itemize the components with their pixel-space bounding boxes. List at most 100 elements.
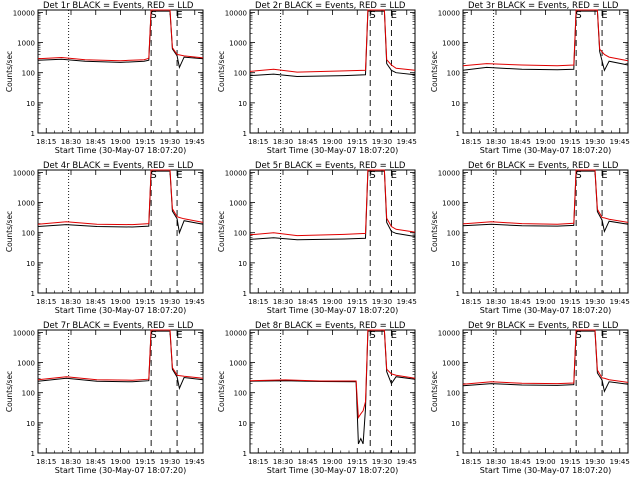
- x-tick-label: 19:00: [322, 138, 342, 146]
- x-tick-label: 18:45: [86, 138, 106, 146]
- x-axis-label: Start Time (30-May-07 18:07:20): [480, 466, 611, 475]
- y-tick-label: 10: [238, 420, 247, 428]
- x-tick-label: 18:45: [86, 298, 106, 306]
- y-tick-label: 1000: [442, 40, 460, 48]
- x-axis-label: Start Time (30-May-07 18:07:20): [55, 306, 186, 315]
- x-tick-label: 18:45: [298, 458, 318, 466]
- x-tick-label: 19:15: [135, 138, 155, 146]
- x-tick-label: 18:30: [61, 458, 81, 466]
- y-tick-label: 10000: [13, 329, 35, 337]
- x-tick-label: 19:15: [560, 458, 580, 466]
- x-tick-label: 19:15: [347, 298, 367, 306]
- y-tick-label: 10000: [438, 169, 460, 177]
- y-tick-label: 10: [451, 100, 460, 108]
- x-axis-label: Start Time (30-May-07 18:07:20): [267, 146, 398, 155]
- marker-s: S: [150, 330, 156, 341]
- x-tick-label: 19:30: [372, 138, 392, 146]
- x-tick-label: 19:00: [322, 298, 342, 306]
- y-tick-label: 1: [243, 450, 247, 458]
- series-line-1: [249, 330, 416, 445]
- series-line-1: [462, 170, 629, 233]
- marker-e: E: [176, 10, 182, 21]
- chart-title: Det 1r BLACK = Events, RED = LLD: [43, 1, 194, 11]
- y-tick-label: 1000: [17, 40, 35, 48]
- y-axis-label: Counts/sec: [5, 371, 14, 412]
- chart-panel-1: Det 1r BLACK = Events, RED = LLD 1 10 100 10…: [5, 1, 205, 155]
- x-tick-label: 19:15: [347, 138, 367, 146]
- marker-e: E: [601, 170, 607, 181]
- chart-title: Det 2r BLACK = Events, RED = LLD: [255, 1, 406, 11]
- series-line-1: [37, 330, 204, 390]
- y-axis-label: Counts/sec: [430, 51, 439, 92]
- x-tick-label: 19:15: [560, 298, 580, 306]
- y-tick-label: 100: [447, 390, 460, 398]
- chart-panel-8: Det 8r BLACK = Events, RED = LLD 1 10 100 10…: [217, 321, 417, 475]
- x-tick-label: 18:15: [461, 298, 481, 306]
- x-tick-label: 18:15: [461, 458, 481, 466]
- marker-s: S: [369, 330, 375, 341]
- y-tick-label: 1000: [17, 360, 35, 368]
- x-tick-label: 19:00: [110, 458, 130, 466]
- x-tick-label: 18:45: [298, 298, 318, 306]
- y-tick-label: 100: [234, 230, 247, 238]
- y-tick-label: 10: [26, 100, 35, 108]
- marker-s: S: [150, 170, 156, 181]
- x-tick-label: 19:45: [185, 458, 205, 466]
- y-tick-label: 1: [243, 290, 247, 298]
- y-tick-label: 1000: [229, 40, 247, 48]
- x-tick-label: 19:15: [135, 298, 155, 306]
- x-tick-label: 18:15: [36, 298, 56, 306]
- y-tick-label: 1: [31, 130, 35, 138]
- chart-title: Det 8r BLACK = Events, RED = LLD: [255, 321, 406, 331]
- x-axis-label: Start Time (30-May-07 18:07:20): [55, 146, 186, 155]
- x-tick-label: 18:45: [511, 138, 531, 146]
- y-tick-label: 100: [447, 70, 460, 78]
- x-tick-label: 19:00: [322, 458, 342, 466]
- y-tick-label: 1000: [442, 360, 460, 368]
- x-tick-label: 18:45: [511, 458, 531, 466]
- y-tick-label: 100: [22, 70, 35, 78]
- y-tick-label: 1000: [229, 360, 247, 368]
- x-axis-label: Start Time (30-May-07 18:07:20): [267, 466, 398, 475]
- chart-panel-2: Det 2r BLACK = Events, RED = LLD 1 10 100 10…: [217, 1, 417, 155]
- y-tick-label: 10000: [13, 9, 35, 17]
- y-tick-label: 10: [451, 420, 460, 428]
- series-line-1: [249, 170, 416, 241]
- x-tick-label: 19:45: [610, 138, 630, 146]
- x-axis-label: Start Time (30-May-07 18:07:20): [55, 466, 186, 475]
- y-tick-label: 100: [234, 390, 247, 398]
- x-tick-label: 18:45: [511, 298, 531, 306]
- y-axis-label: Counts/sec: [5, 51, 14, 92]
- series-line-2: [462, 329, 629, 385]
- x-tick-label: 19:30: [372, 458, 392, 466]
- y-tick-label: 100: [22, 230, 35, 238]
- x-tick-label: 18:30: [61, 298, 81, 306]
- x-tick-label: 18:30: [486, 298, 506, 306]
- x-tick-label: 18:30: [273, 298, 293, 306]
- x-tick-label: 19:45: [397, 458, 417, 466]
- y-tick-label: 10000: [438, 9, 460, 17]
- series-line-2: [249, 329, 416, 420]
- marker-e: E: [391, 170, 397, 181]
- y-tick-label: 100: [447, 230, 460, 238]
- plot-frame: [37, 169, 204, 294]
- x-tick-label: 19:30: [585, 298, 605, 306]
- y-tick-label: 10: [26, 260, 35, 268]
- y-axis-label: Counts/sec: [5, 211, 14, 252]
- y-tick-label: 10000: [225, 169, 247, 177]
- x-tick-label: 19:00: [110, 138, 130, 146]
- plot-frame: [462, 329, 629, 454]
- y-axis-label: Counts/sec: [430, 211, 439, 252]
- x-tick-label: 18:15: [36, 458, 56, 466]
- marker-s: S: [575, 330, 581, 341]
- chart-panel-5: Det 5r BLACK = Events, RED = LLD 1 10 100 10…: [217, 161, 417, 315]
- plot-frame: [37, 329, 204, 454]
- chart-title: Det 9r BLACK = Events, RED = LLD: [468, 321, 619, 331]
- y-tick-label: 10: [238, 260, 247, 268]
- marker-e: E: [176, 330, 182, 341]
- x-tick-label: 18:15: [36, 138, 56, 146]
- y-tick-label: 10000: [225, 9, 247, 17]
- marker-e: E: [601, 10, 607, 21]
- marker-e: E: [176, 170, 182, 181]
